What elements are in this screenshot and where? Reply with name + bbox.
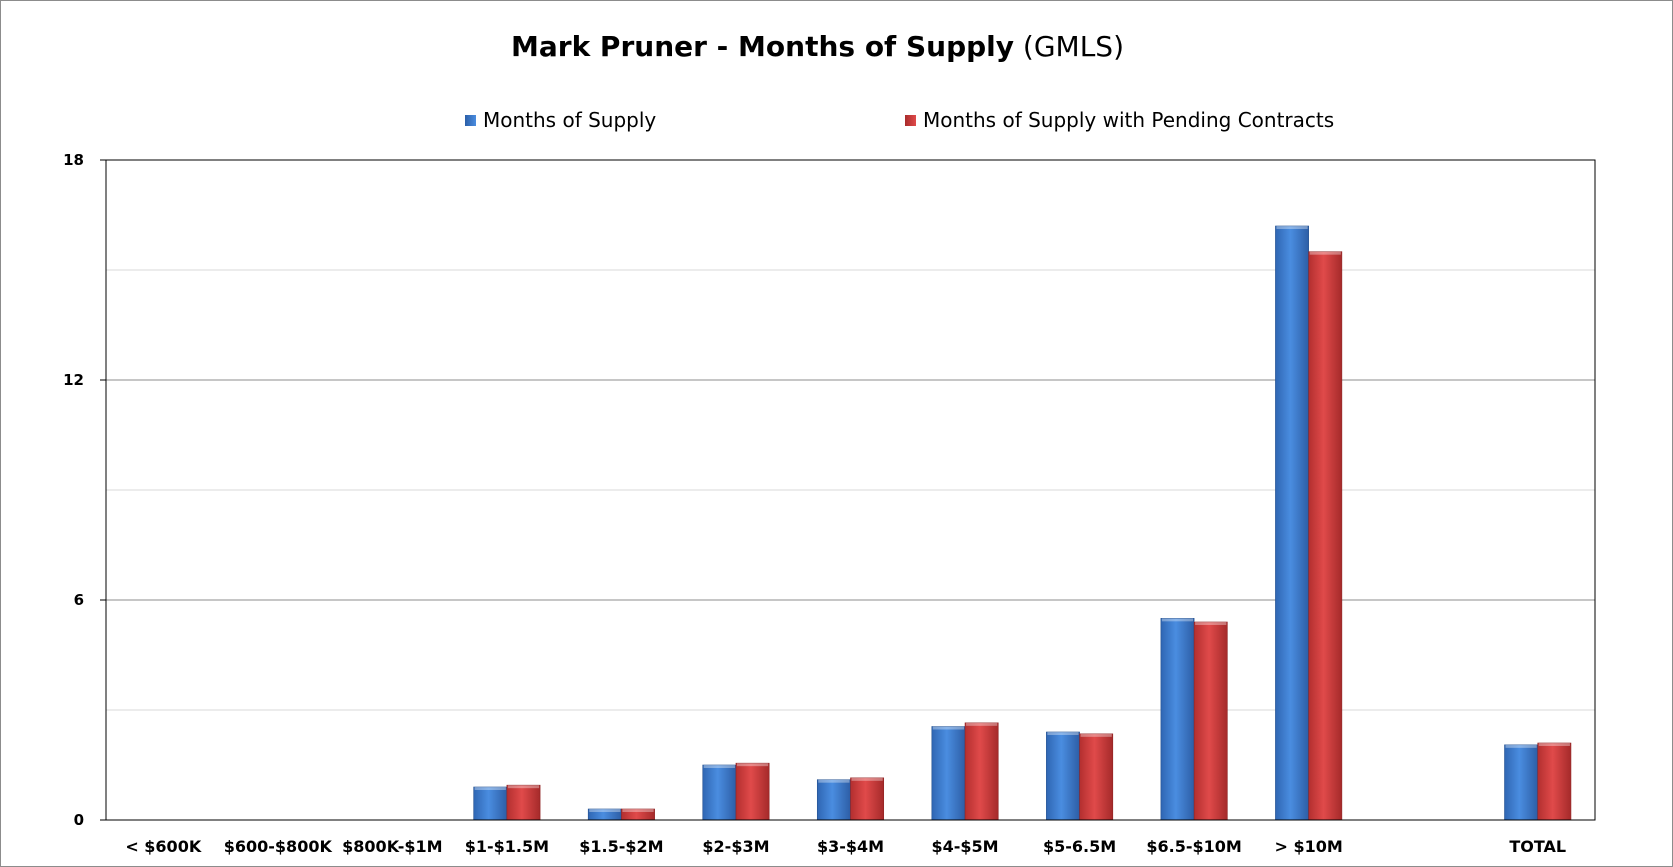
bar-top-highlight bbox=[703, 765, 735, 768]
bar-top-highlight bbox=[1080, 733, 1112, 737]
chart-title: Mark Pruner - Months of Supply (GMLS) bbox=[0, 30, 1635, 63]
bar-top-highlight bbox=[851, 777, 883, 781]
y-tick-label: 0 bbox=[74, 811, 84, 829]
x-category-label: $6.5-$10M bbox=[1146, 837, 1241, 856]
legend-swatch-blue bbox=[465, 114, 476, 126]
bar-top-highlight bbox=[818, 779, 850, 783]
plot-area-border bbox=[105, 159, 1596, 821]
x-category-label: $1.5-$2M bbox=[579, 837, 663, 856]
bar-top-highlight bbox=[622, 809, 654, 812]
bar-top-highlight bbox=[1309, 251, 1341, 255]
x-category-label: $2-$3M bbox=[702, 837, 769, 856]
grid-layer bbox=[106, 269, 1595, 711]
bar-months-of-supply bbox=[1160, 618, 1195, 821]
legend-swatch-red bbox=[905, 114, 916, 126]
bar-pending-contracts bbox=[1308, 251, 1343, 821]
x-category-label: $4-$5M bbox=[931, 837, 998, 856]
x-category-label: $600-$800K bbox=[224, 837, 333, 856]
y-tick-label: 12 bbox=[63, 371, 84, 389]
bar-top-highlight bbox=[1538, 743, 1570, 746]
bar-top-highlight bbox=[507, 785, 540, 789]
bar-top-highlight bbox=[1047, 732, 1079, 735]
bar-top-highlight bbox=[1161, 618, 1194, 622]
y-tick-label: 18 bbox=[63, 151, 84, 169]
bar-top-highlight bbox=[1276, 226, 1308, 229]
bar-months-of-supply bbox=[702, 764, 737, 821]
bar-pending-contracts bbox=[506, 784, 541, 821]
axis-layer bbox=[100, 159, 1596, 821]
bar-top-highlight bbox=[474, 787, 506, 790]
bar-pending-contracts bbox=[1193, 621, 1228, 821]
bar-pending-contracts bbox=[850, 777, 885, 821]
bar-months-of-supply bbox=[1275, 225, 1309, 821]
bar-pending-contracts bbox=[1537, 742, 1572, 821]
x-category-label: < $600K bbox=[125, 837, 202, 856]
bar-months-of-supply bbox=[1046, 731, 1080, 821]
legend-item-pending: Months of Supply with Pending Contracts bbox=[905, 108, 1334, 132]
legend-item-months-of-supply: Months of Supply bbox=[465, 108, 656, 132]
bar-months-of-supply bbox=[931, 726, 966, 821]
x-category-label: $5-6.5M bbox=[1043, 837, 1116, 856]
x-category-label: $1-$1.5M bbox=[465, 837, 549, 856]
legend-label-pending: Months of Supply with Pending Contracts bbox=[923, 108, 1335, 132]
bar-top-highlight bbox=[932, 726, 965, 730]
chart-subtitle: (GMLS) bbox=[1022, 30, 1124, 63]
bar-months-of-supply bbox=[473, 786, 508, 821]
bar-months-of-supply bbox=[816, 779, 851, 821]
x-category-label: $3-$4M bbox=[817, 837, 884, 856]
bar-months-of-supply bbox=[1504, 744, 1539, 821]
bars-layer bbox=[473, 225, 1572, 821]
bar-top-highlight bbox=[966, 722, 998, 726]
x-category-label: TOTAL bbox=[1509, 837, 1566, 856]
chart-title-main: Mark Pruner - Months of Supply bbox=[511, 30, 1015, 63]
bar-pending-contracts bbox=[735, 762, 770, 821]
x-category-label: $800K-$1M bbox=[342, 837, 442, 856]
x-category-label: > $10M bbox=[1275, 837, 1343, 856]
bar-top-highlight bbox=[1505, 744, 1537, 748]
legend-label-months-of-supply: Months of Supply bbox=[483, 108, 657, 132]
bar-top-highlight bbox=[1195, 622, 1227, 625]
bar-pending-contracts bbox=[1079, 733, 1114, 821]
chart-legend: Months of Supply Months of Supply with P… bbox=[0, 108, 1673, 134]
bar-top-highlight bbox=[589, 809, 621, 812]
bar-pending-contracts bbox=[964, 722, 999, 821]
y-tick-label: 6 bbox=[74, 591, 84, 609]
labels-layer: 0 6 12 18 < $600K $600-$800K $800K-$1M $1-$1.5M… bbox=[63, 151, 1566, 856]
bar-top-highlight bbox=[736, 763, 769, 767]
